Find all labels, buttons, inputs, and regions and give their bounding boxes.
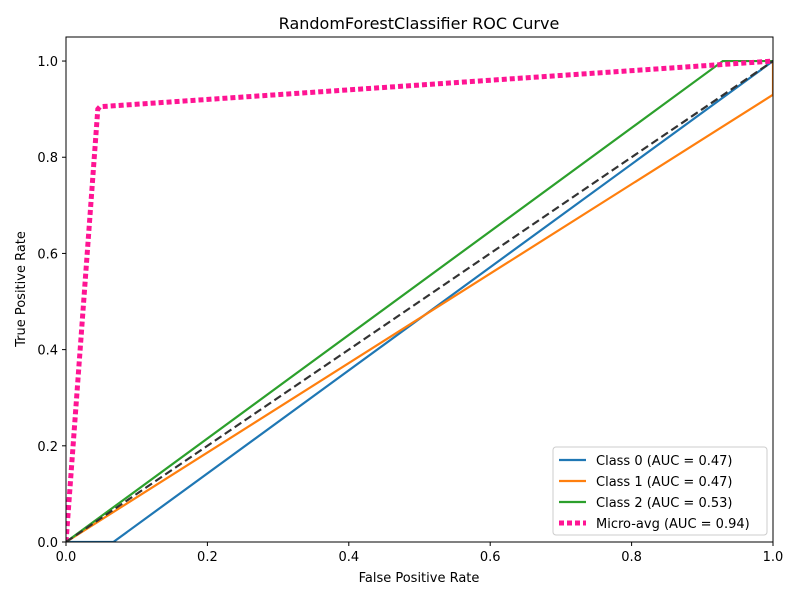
y-tick-label: 0.4 (37, 344, 58, 359)
x-axis: 0.0 0.2 0.4 0.6 0.8 1.0 (56, 542, 784, 565)
plot-frame (65, 36, 774, 543)
x-tick-label: 1.0 (763, 550, 784, 565)
x-tick-label: 0.6 (480, 550, 501, 565)
legend-label: Class 1 (AUC = 0.47) (596, 475, 732, 490)
y-tick-label: 0.6 (37, 247, 58, 262)
y-axis-label: True Positive Rate (14, 231, 29, 348)
legend-label: Class 0 (AUC = 0.47) (596, 454, 732, 469)
y-tick-label: 1.0 (37, 55, 58, 70)
plot-area (65, 36, 774, 543)
x-tick-label: 0.4 (338, 550, 359, 565)
legend-box (552, 446, 768, 536)
x-axis-label: False Positive Rate (359, 571, 480, 586)
y-tick-label: 0.8 (37, 151, 58, 166)
x-tick-label: 0.2 (197, 550, 218, 565)
x-tick-label: 0.8 (621, 550, 642, 565)
y-tick-label: 0.2 (37, 440, 58, 455)
series-lines (66, 58, 773, 542)
legend-label: Micro-avg (AUC = 0.94) (596, 517, 750, 532)
series-line-1 (66, 61, 773, 542)
y-tick-label: 0.0 (37, 536, 58, 551)
chart-title: RandomForestClassifier ROC Curve (279, 14, 560, 33)
series-line-3 (66, 58, 773, 542)
series-line-0 (66, 60, 773, 542)
legend-label: Class 2 (AUC = 0.53) (596, 496, 732, 511)
reference-diagonal-line (66, 60, 773, 542)
legend: Class 0 (AUC = 0.47) Class 1 (AUC = 0.47)… (552, 446, 768, 536)
x-tick-label: 0.0 (56, 550, 77, 565)
y-axis: 0.0 0.2 0.4 0.6 0.8 1.0 (37, 55, 66, 551)
series-line-2 (66, 59, 773, 542)
